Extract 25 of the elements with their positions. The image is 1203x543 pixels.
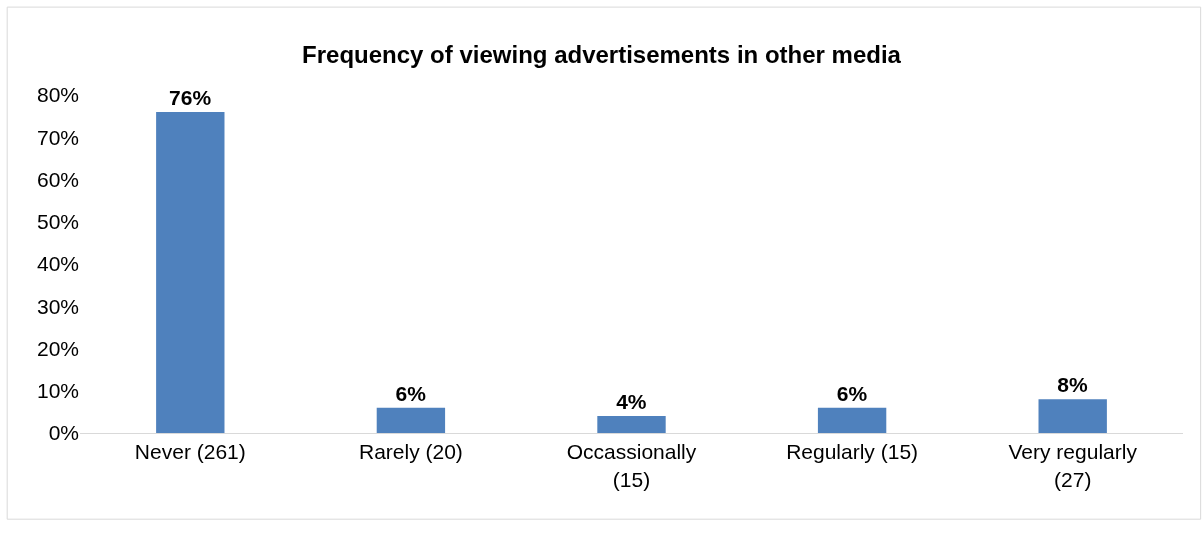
chart-title: Frequency of viewing advertisements in other media: [302, 40, 902, 68]
y-tick-label: 80%: [36, 83, 79, 107]
bar: [1038, 399, 1107, 433]
bar: [817, 407, 887, 433]
x-tick-label: Very regularly (27): [1008, 440, 1138, 491]
x-tick-label: Rarely (20): [358, 440, 463, 464]
bar: [376, 407, 446, 433]
data-label: 4%: [616, 390, 647, 414]
x-tick-label: Never (261): [134, 440, 246, 464]
y-tick-label: 0%: [48, 421, 79, 445]
y-tick-label: 30%: [36, 294, 79, 318]
bar: [156, 111, 225, 433]
y-tick-label: 10%: [36, 379, 79, 403]
y-tick-label: 40%: [36, 252, 79, 276]
y-tick-label: 20%: [36, 336, 79, 360]
y-tick-label: 50%: [36, 210, 79, 234]
y-tick-label: 60%: [36, 167, 79, 191]
data-label: 8%: [1057, 373, 1089, 397]
x-tick-label: Regularly (15): [786, 440, 919, 464]
data-label: 76%: [169, 85, 212, 109]
x-tick-label: Occassionally (15): [566, 440, 697, 491]
bar: [597, 416, 666, 433]
y-tick-label: 70%: [36, 125, 79, 149]
data-label: 6%: [836, 381, 868, 405]
data-label: 6%: [395, 381, 427, 405]
